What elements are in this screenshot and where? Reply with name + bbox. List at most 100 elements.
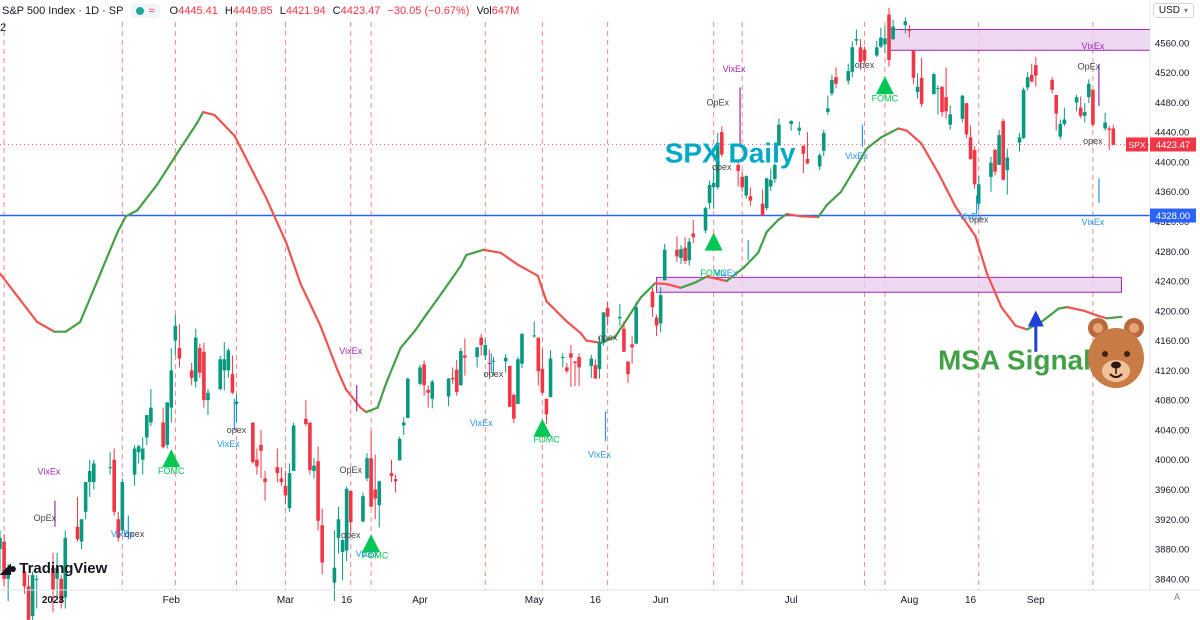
- msa-segment: [79, 279, 99, 324]
- msa-segment: [399, 329, 416, 350]
- time-tick: Feb: [163, 595, 181, 606]
- low-value: 4421.94: [285, 5, 326, 17]
- candle-body: [1029, 74, 1034, 82]
- msa-segment: [376, 381, 388, 409]
- msa-segment: [0, 272, 19, 298]
- candle-body: [915, 86, 920, 92]
- candle-body: [879, 37, 883, 47]
- price-tick: 4040.00: [1155, 425, 1189, 436]
- msa-segment: [865, 136, 883, 150]
- candle-body: [373, 489, 377, 499]
- time-axis[interactable]: 2023 Feb Mar 16 Apr May 16 Jun Jul Aug 16 Sep: [0, 589, 1200, 606]
- price-tick: 3960.00: [1155, 485, 1189, 496]
- price-axis[interactable]: 3840.00 3880.00 3920.00 3960.00 4000.00 4040.…: [1126, 0, 1200, 620]
- indicator-count[interactable]: 2: [0, 22, 7, 34]
- msa-segment: [854, 147, 868, 170]
- candles: [0, 7, 1116, 620]
- candle-body: [308, 422, 312, 471]
- candle-body: [691, 233, 696, 238]
- msa-line: [0, 110, 1123, 414]
- event-label: VixEx: [38, 467, 61, 477]
- msa-segment: [679, 281, 697, 289]
- event-label: VixEx: [1081, 41, 1104, 51]
- candle-body: [520, 333, 524, 364]
- time-tick: 16: [965, 595, 977, 606]
- candle-body: [230, 374, 235, 393]
- msa-segment: [36, 320, 56, 333]
- candle-body: [112, 459, 116, 512]
- candle-body: [1058, 123, 1063, 137]
- candle-body: [777, 124, 781, 146]
- candle-body: [75, 526, 80, 540]
- candle-body: [618, 316, 622, 319]
- candle-body: [597, 342, 602, 369]
- msa-segment: [299, 282, 322, 327]
- event-label: FOMC: [362, 551, 389, 561]
- candle-body: [536, 337, 541, 372]
- auto-scale-toggle[interactable]: A: [1173, 592, 1180, 602]
- candle-body: [601, 312, 606, 343]
- candle-body: [817, 155, 822, 167]
- candle-body: [483, 345, 488, 356]
- event-label: OpEx: [706, 97, 729, 107]
- signal-arrow: [1027, 310, 1044, 352]
- price-tick: 4000.00: [1155, 455, 1189, 466]
- candle-body: [251, 422, 255, 462]
- msa-segment: [413, 313, 428, 333]
- candle-body: [744, 176, 749, 196]
- msa-segment: [1083, 309, 1100, 318]
- msa-segment: [613, 318, 628, 338]
- time-tick: 16: [590, 595, 602, 606]
- msa-segment: [116, 215, 127, 234]
- status-pill[interactable]: ≈: [131, 4, 160, 18]
- fomc-markers: [162, 76, 894, 553]
- candle-body: [206, 392, 210, 401]
- candle-body: [487, 362, 492, 364]
- time-tick: Sep: [1027, 595, 1045, 606]
- last-price-tag: [1150, 137, 1196, 152]
- currency-selector[interactable]: USD ▾: [1152, 3, 1194, 18]
- candle-body: [821, 132, 826, 151]
- candle-body: [193, 337, 198, 382]
- msa-segment: [156, 151, 179, 186]
- arrow-head: [1027, 310, 1044, 327]
- candle-body: [173, 325, 178, 341]
- candle-body: [0, 537, 2, 550]
- candle-body: [593, 365, 598, 379]
- event-label: opex: [712, 162, 732, 172]
- symbol-title[interactable]: S&P 500 Index · 1D · SP: [2, 5, 124, 17]
- candle-body: [1017, 137, 1022, 143]
- price-tick: 4520.00: [1155, 68, 1189, 79]
- candle-body: [507, 365, 512, 407]
- candle-body: [834, 77, 838, 84]
- candle-body: [919, 77, 924, 104]
- candle-body: [874, 47, 879, 56]
- candle-body: [165, 402, 169, 445]
- candle-body: [887, 14, 891, 60]
- candle-body: [858, 47, 863, 63]
- symbol-tag: [1126, 137, 1148, 152]
- msa-segment: [785, 212, 803, 218]
- candle-body: [940, 86, 944, 113]
- candle-body: [491, 360, 496, 362]
- msa-segment: [459, 253, 468, 268]
- support-price-label: 4328.00: [1156, 211, 1190, 222]
- open-value: 4445.41: [178, 5, 218, 17]
- candle-body: [703, 208, 708, 231]
- candle-body: [30, 575, 35, 617]
- candle-body: [255, 459, 259, 467]
- time-tick: Aug: [900, 595, 918, 606]
- msa-segment: [694, 275, 708, 284]
- candle-body: [83, 482, 88, 512]
- candle-body: [854, 39, 859, 41]
- msa-segment: [545, 300, 568, 323]
- price-tick: 4240.00: [1155, 277, 1189, 288]
- tradingview-logo[interactable]: ◢● TradingView: [0, 560, 108, 577]
- candle-body: [891, 26, 895, 40]
- candle-body: [1103, 122, 1107, 129]
- candle-body: [715, 142, 720, 188]
- candle-body: [332, 567, 337, 583]
- vix-spikes: [54, 63, 1100, 540]
- chevron-down-icon: ▾: [1183, 6, 1188, 15]
